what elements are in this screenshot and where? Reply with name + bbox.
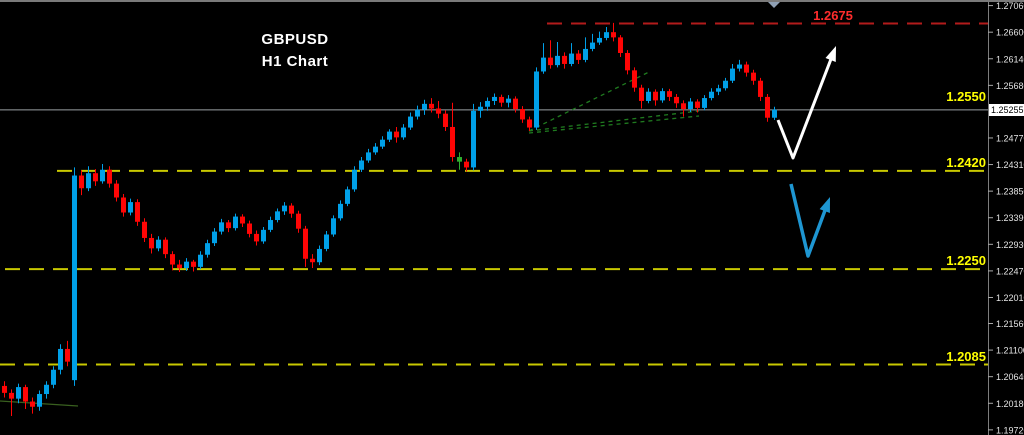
level-lines[interactable] bbox=[0, 22, 988, 366]
level-label-12250[interactable]: 1.2250 bbox=[946, 253, 986, 269]
chart-symbol-label: GBPUSD bbox=[261, 31, 329, 48]
price-tick-label: 1.19720 bbox=[996, 425, 1024, 435]
level-label-12550[interactable]: 1.2550 bbox=[946, 88, 986, 104]
blue-projection-arrow[interactable] bbox=[789, 183, 830, 258]
chart-title: GBPUSD H1 Chart bbox=[230, 29, 360, 73]
price-tick-label: 1.20180 bbox=[996, 399, 1024, 409]
price-tick-label: 1.22470 bbox=[996, 266, 1024, 276]
trendline-1[interactable] bbox=[528, 110, 700, 132]
current-price-box: 1.25255 bbox=[989, 103, 1024, 116]
price-tick-label: 1.27060 bbox=[996, 1, 1024, 11]
chart-timeframe-label: H1 Chart bbox=[261, 53, 329, 70]
price-axis: 1.27060 1.26600 1.26140 1.25680 1.24770 1.243… bbox=[988, 0, 1024, 435]
trendline-0[interactable] bbox=[528, 70, 652, 132]
price-tick-label: 1.21560 bbox=[996, 319, 1024, 329]
trendline-2[interactable] bbox=[528, 115, 700, 134]
price-tick-label: 1.24770 bbox=[996, 133, 1024, 143]
price-tick-label: 1.23850 bbox=[996, 187, 1024, 197]
level-label-resistance-12675[interactable]: 1.2675 bbox=[813, 7, 853, 23]
price-tick-label: 1.25680 bbox=[996, 81, 1024, 91]
candles bbox=[2, 22, 777, 416]
scroll-position-marker bbox=[768, 2, 780, 8]
price-tick-label: 1.22930 bbox=[996, 240, 1024, 250]
level-label-12420[interactable]: 1.2420 bbox=[946, 154, 986, 170]
price-tick-label: 1.23390 bbox=[996, 213, 1024, 223]
trendlines[interactable] bbox=[0, 70, 700, 407]
price-tick-label: 1.26600 bbox=[996, 28, 1024, 38]
price-tick-label: 1.21100 bbox=[996, 346, 1024, 356]
price-tick-label: 1.26140 bbox=[996, 54, 1024, 64]
white-projection-arrow[interactable] bbox=[776, 46, 836, 160]
top-border bbox=[0, 0, 1024, 8]
price-tick-label: 1.20640 bbox=[996, 372, 1024, 382]
price-tick-label: 1.22010 bbox=[996, 293, 1024, 303]
level-label-12085[interactable]: 1.2085 bbox=[946, 348, 986, 364]
price-tick-label: 1.24310 bbox=[996, 160, 1024, 170]
